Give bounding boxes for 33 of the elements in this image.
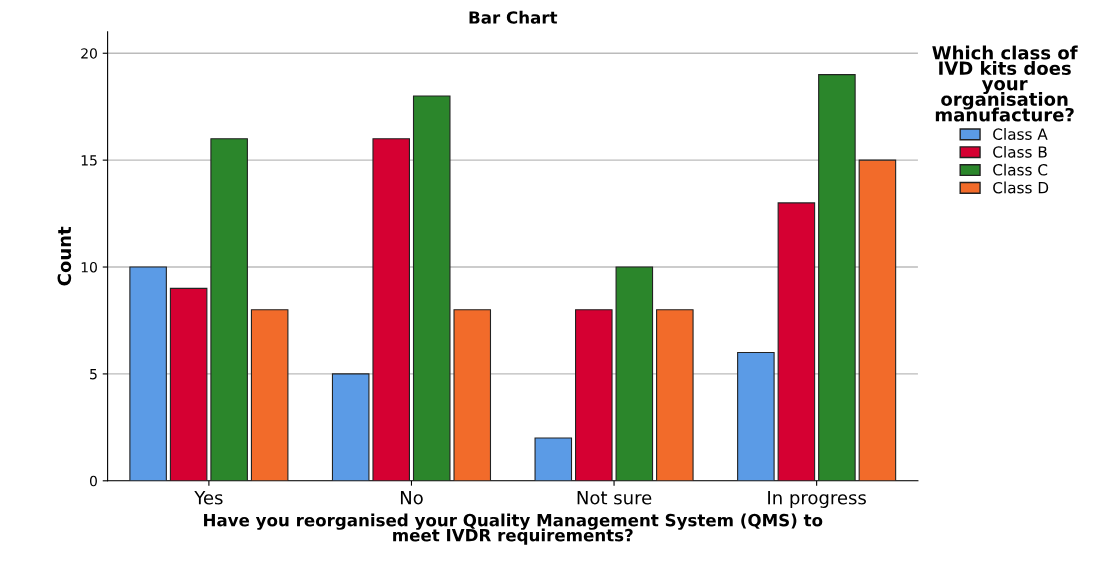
legend-title: Which class of IVD kits does your organisation manufacture?: [932, 45, 1078, 122]
y-tick-label: 20: [81, 48, 97, 59]
y-axis-title: Count: [57, 226, 72, 286]
bar: [169, 287, 208, 481]
bar: [777, 202, 816, 481]
bar: [534, 437, 573, 481]
bar: [412, 95, 451, 481]
bar: [129, 266, 167, 481]
x-tick-label: Not sure: [577, 491, 652, 505]
bar: [210, 138, 248, 481]
y-tick-label: 10: [81, 261, 97, 273]
bar: [331, 373, 370, 481]
bar: [453, 309, 492, 481]
legend-label: Class B: [993, 145, 1047, 158]
x-tick-label: No: [400, 491, 423, 505]
bar: [737, 351, 775, 481]
bar: [250, 309, 289, 481]
chart-title: Bar Chart: [469, 10, 558, 24]
x-tick-label: Yes: [194, 491, 223, 505]
x-tick-label: In progress: [768, 491, 866, 508]
y-tick-label: 15: [81, 155, 97, 166]
bar: [615, 266, 654, 481]
bar: [656, 309, 694, 481]
legend-label: Class C: [993, 163, 1048, 176]
y-tick-label: 5: [90, 369, 97, 380]
bar: [575, 309, 613, 481]
bar: [858, 159, 897, 481]
bar: [372, 138, 411, 481]
legend-label: Class D: [993, 181, 1049, 194]
x-axis-title: Have you reorganised your Quality Management System (QMS) to meet IVDR requirements?: [204, 513, 823, 545]
y-tick-label: 0: [89, 475, 97, 487]
bar: [818, 74, 856, 481]
legend-label: Class A: [993, 128, 1048, 140]
